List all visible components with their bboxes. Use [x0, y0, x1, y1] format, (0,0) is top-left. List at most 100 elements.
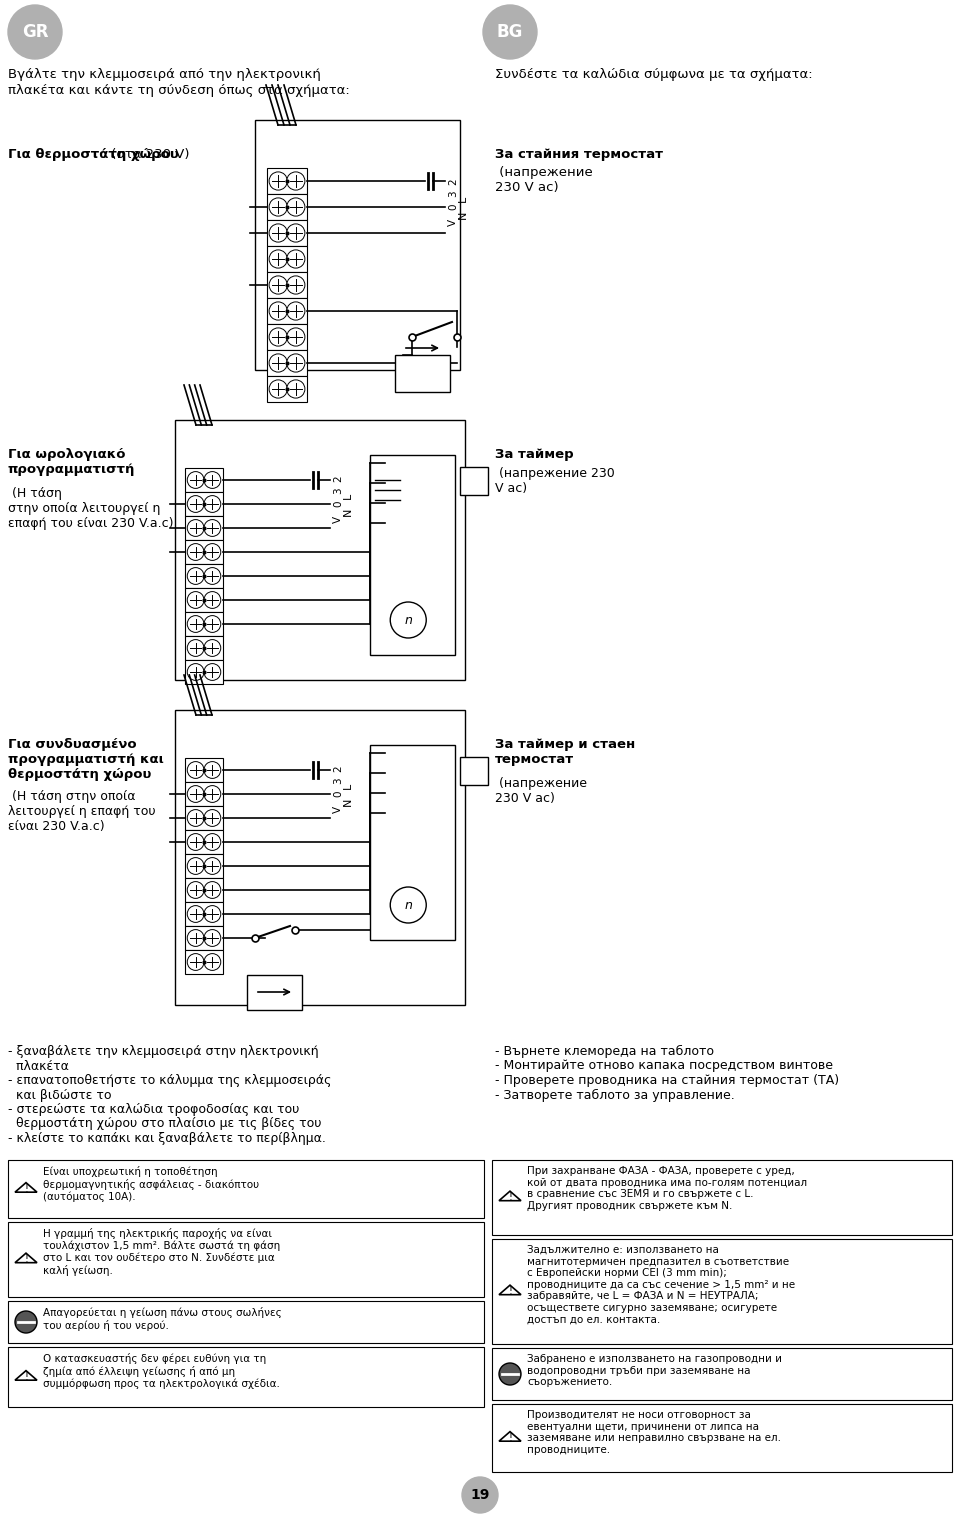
Bar	[460, 467, 488, 495]
Text: - επανατοποθετήστε το κάλυµµα της κλεµµοσειράς: - επανατοποθετήστε το κάλυµµα της κλεµµο…	[8, 1074, 331, 1088]
Text: 3: 3	[448, 190, 458, 197]
Bar	[185, 516, 223, 540]
Bar	[267, 325, 307, 350]
Circle shape	[287, 225, 305, 243]
Bar	[185, 781, 223, 806]
Bar	[8, 1223, 484, 1297]
Circle shape	[187, 954, 204, 971]
Circle shape	[187, 640, 204, 657]
Circle shape	[204, 881, 221, 898]
Text: N: N	[458, 211, 468, 218]
Text: 2: 2	[333, 766, 343, 772]
Bar	[370, 745, 455, 941]
Text: N: N	[343, 508, 353, 516]
Bar	[267, 168, 307, 194]
Circle shape	[187, 543, 204, 560]
Circle shape	[187, 786, 204, 802]
Text: - Монтирайте отново капака посредством винтове: - Монтирайте отново капака посредством в…	[495, 1059, 833, 1073]
Bar	[185, 903, 223, 925]
Circle shape	[287, 328, 305, 346]
Circle shape	[204, 616, 221, 633]
Text: 3: 3	[333, 487, 343, 495]
Bar	[460, 757, 488, 784]
Bar	[185, 564, 223, 589]
Text: Για συνδυασµένο
προγραµµατιστή και
θερµοστάτη χώρου: Για συνδυασµένο προγραµµατιστή και θερµο…	[8, 737, 164, 781]
Circle shape	[187, 810, 204, 827]
Text: 0: 0	[333, 501, 343, 507]
Text: Забранено е използването на газопроводни и
водопроводни тръби при заземяване на
: Забранено е използването на газопроводни…	[527, 1355, 782, 1387]
Circle shape	[187, 472, 204, 488]
Bar	[267, 297, 307, 325]
Text: 2: 2	[448, 179, 458, 185]
Circle shape	[8, 5, 62, 59]
Text: Η γραµµή της ηλεκτρικής παροχής να είναι
τουλάχιστον 1,5 mm². Βάλτε σωστά τη φάσ: Η γραµµή της ηλεκτρικής παροχής να είναι…	[43, 1227, 280, 1276]
Circle shape	[287, 302, 305, 320]
Bar	[267, 376, 307, 402]
Text: n: n	[404, 613, 412, 627]
Text: (στα 230 V): (στα 230 V)	[107, 149, 189, 161]
Bar	[175, 420, 465, 680]
Bar	[247, 975, 302, 1010]
Circle shape	[269, 302, 287, 320]
Bar	[267, 194, 307, 220]
Text: !: !	[24, 1371, 28, 1382]
Text: За таймер и стаен
термостат: За таймер и стаен термостат	[495, 737, 636, 766]
Text: Βγάλτε την κλεµµοσειρά από την ηλεκτρονική: Βγάλτε την κλεµµοσειρά από την ηλεκτρονι…	[8, 68, 321, 80]
Text: Για ωρολογιακό
προγραµµατιστή: Για ωρολογιακό προγραµµατιστή	[8, 448, 135, 476]
Text: !: !	[508, 1286, 512, 1297]
Text: 2: 2	[333, 475, 343, 482]
Bar	[267, 220, 307, 246]
Text: και βιδώστε το: και βιδώστε το	[8, 1089, 111, 1101]
Circle shape	[391, 602, 426, 639]
Bar	[267, 246, 307, 272]
Circle shape	[204, 472, 221, 488]
Text: Производителят не носи отговорност за
евентуални щети, причинени от липса на
заз: Производителят не носи отговорност за ев…	[527, 1409, 781, 1455]
Bar	[492, 1161, 952, 1235]
Circle shape	[483, 5, 537, 59]
Circle shape	[187, 663, 204, 681]
Bar	[492, 1405, 952, 1471]
Circle shape	[269, 353, 287, 372]
Bar	[185, 492, 223, 516]
Text: Είναι υποχρεωτική η τοποθέτηση
θερµοµαγνητικής ασφάλειας - διακόπτου
(αυτόµατος : Είναι υποχρεωτική η τοποθέτηση θερµοµαγν…	[43, 1167, 259, 1201]
Text: - Затворете таблото за управление.: - Затворете таблото за управление.	[495, 1089, 734, 1101]
Text: n: n	[404, 898, 412, 912]
Circle shape	[204, 520, 221, 537]
Bar	[185, 854, 223, 878]
Text: Συνδέστε τα καλώδια σύµφωνα µε τα σχήµατα:: Συνδέστε τα καλώδια σύµφωνα µε τα σχήµατ…	[495, 68, 812, 80]
Circle shape	[204, 640, 221, 657]
Circle shape	[287, 250, 305, 269]
Circle shape	[187, 930, 204, 947]
Circle shape	[204, 954, 221, 971]
Bar	[185, 758, 223, 781]
Bar	[492, 1239, 952, 1344]
Circle shape	[187, 834, 204, 851]
Circle shape	[287, 379, 305, 397]
Circle shape	[204, 663, 221, 681]
Circle shape	[187, 496, 204, 513]
Bar	[8, 1161, 484, 1218]
Circle shape	[269, 171, 287, 190]
Circle shape	[204, 857, 221, 874]
Text: !: !	[24, 1255, 28, 1265]
Bar	[185, 540, 223, 564]
Circle shape	[187, 857, 204, 874]
Bar	[185, 589, 223, 611]
Text: V: V	[333, 516, 343, 523]
Text: !: !	[24, 1183, 28, 1194]
Circle shape	[204, 834, 221, 851]
Circle shape	[204, 906, 221, 922]
Circle shape	[204, 762, 221, 778]
Circle shape	[269, 276, 287, 294]
Text: V: V	[448, 218, 458, 226]
Text: GR: GR	[22, 23, 48, 41]
Text: L: L	[343, 783, 353, 789]
Circle shape	[269, 250, 287, 269]
Text: За стайния термостат: За стайния термостат	[495, 149, 663, 161]
Circle shape	[204, 786, 221, 802]
Bar	[8, 1302, 484, 1343]
Text: θερµοστάτη χώρου στο πλαίσιο µε τις βίδες του: θερµοστάτη χώρου στο πλαίσιο µε τις βίδε…	[8, 1118, 322, 1130]
Bar	[267, 272, 307, 297]
Circle shape	[391, 887, 426, 922]
Bar	[185, 950, 223, 974]
